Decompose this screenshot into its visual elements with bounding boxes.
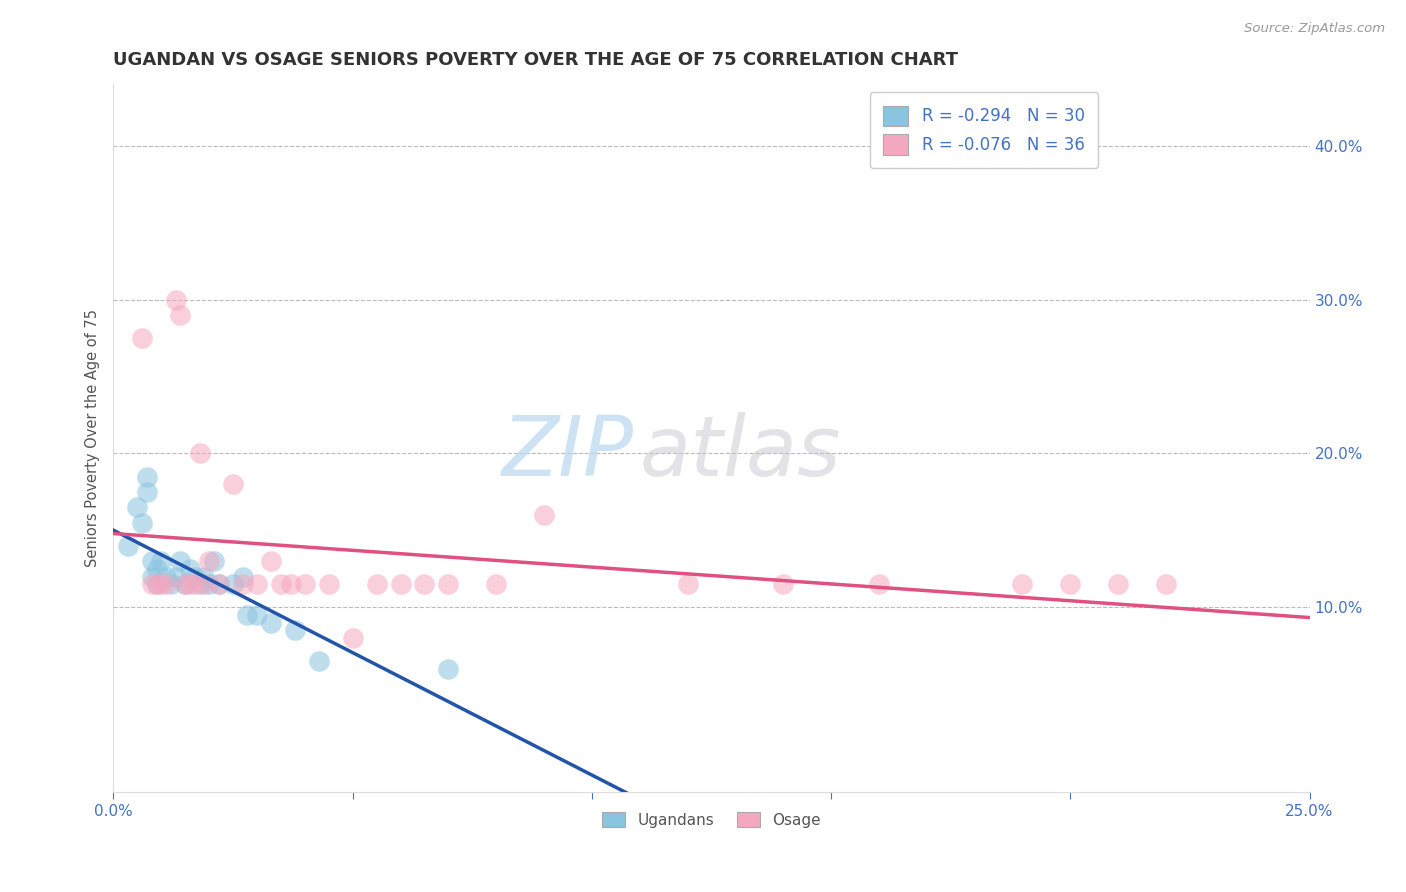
Point (232, 577, 254, 591)
Point (366, 577, 388, 591)
Point (136, 484, 159, 499)
Point (150, 554, 173, 568)
Point (193, 569, 215, 583)
Point (141, 554, 163, 568)
Point (155, 569, 177, 583)
Point (117, 539, 139, 553)
Point (868, 577, 890, 591)
Point (169, 554, 191, 568)
Point (284, 624, 307, 638)
Point (141, 577, 163, 591)
Point (184, 577, 207, 591)
Point (437, 662, 460, 676)
Point (772, 577, 794, 591)
Point (260, 615, 283, 630)
Point (232, 569, 254, 583)
Point (342, 631, 364, 645)
Point (136, 469, 159, 483)
Point (150, 577, 173, 591)
Point (389, 577, 412, 591)
Point (202, 554, 225, 568)
Point (160, 577, 183, 591)
Point (236, 607, 259, 622)
Point (318, 577, 340, 591)
Point (165, 293, 187, 307)
Point (270, 577, 292, 591)
Point (174, 577, 197, 591)
Point (184, 569, 207, 583)
Point (198, 577, 221, 591)
Point (145, 577, 167, 591)
Point (179, 577, 201, 591)
Point (131, 516, 153, 530)
Point (533, 508, 555, 522)
Point (165, 569, 187, 583)
Point (222, 477, 245, 491)
Point (1107, 577, 1129, 591)
Point (246, 577, 269, 591)
Point (145, 562, 167, 576)
Point (413, 577, 436, 591)
Point (208, 577, 231, 591)
Point (1154, 577, 1177, 591)
Point (174, 577, 197, 591)
Point (169, 308, 191, 322)
Text: Source: ZipAtlas.com: Source: ZipAtlas.com (1244, 22, 1385, 36)
Point (131, 331, 153, 345)
Point (141, 569, 163, 583)
Point (308, 654, 330, 668)
Legend: Ugandans, Osage: Ugandans, Osage (596, 805, 827, 834)
Point (1059, 577, 1081, 591)
Point (193, 577, 215, 591)
Point (676, 577, 699, 591)
Point (179, 562, 201, 576)
Point (127, 500, 149, 515)
Point (198, 554, 221, 568)
Point (188, 446, 211, 460)
Point (222, 577, 245, 591)
Point (188, 577, 211, 591)
Point (246, 607, 269, 622)
Text: UGANDAN VS OSAGE SENIORS POVERTY OVER THE AGE OF 75 CORRELATION CHART: UGANDAN VS OSAGE SENIORS POVERTY OVER TH… (114, 51, 959, 69)
Point (155, 577, 177, 591)
Y-axis label: Seniors Poverty Over the Age of 75: Seniors Poverty Over the Age of 75 (86, 309, 100, 567)
Point (437, 577, 460, 591)
Text: atlas: atlas (640, 412, 841, 492)
Point (208, 577, 231, 591)
Point (294, 577, 316, 591)
Text: ZIP: ZIP (502, 412, 634, 492)
Point (280, 577, 302, 591)
Point (485, 577, 508, 591)
Point (260, 554, 283, 568)
Point (1011, 577, 1033, 591)
Point (145, 577, 167, 591)
